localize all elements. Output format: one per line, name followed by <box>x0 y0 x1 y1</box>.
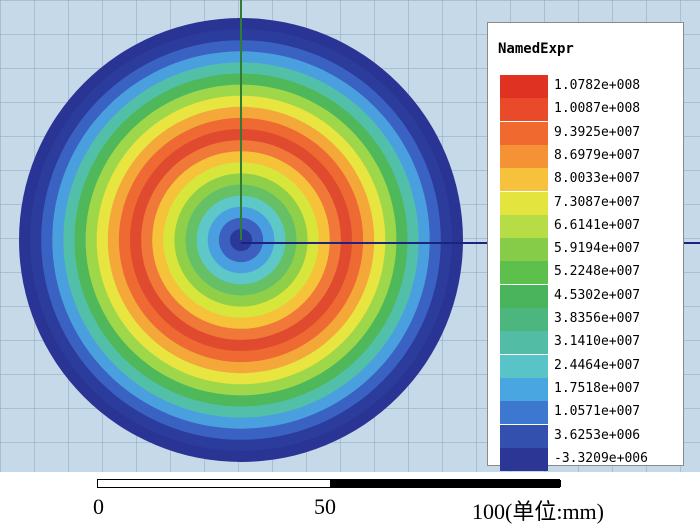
legend-swatch <box>500 354 548 378</box>
legend-title: NamedExpr <box>498 41 574 57</box>
legend-swatch <box>500 191 548 215</box>
legend-label: 1.7518e+007 <box>554 380 641 396</box>
scale-label-100: 100(单位:mm) <box>472 499 604 524</box>
legend-swatch <box>500 331 548 355</box>
legend-label: 3.1410e+007 <box>554 334 641 350</box>
legend-swatch <box>500 238 548 262</box>
legend-label: 1.0087e+008 <box>554 101 641 117</box>
legend-label: 4.5302e+007 <box>554 287 641 303</box>
legend-label: 9.3925e+007 <box>554 124 641 140</box>
legend-label: 1.0782e+008 <box>554 78 641 93</box>
legend-swatch <box>500 75 548 98</box>
legend-swatch <box>500 168 548 192</box>
legend-swatch <box>500 144 548 168</box>
legend-label: 8.0033e+007 <box>554 171 641 187</box>
legend-swatch <box>500 214 548 238</box>
legend-label: 2.4464e+007 <box>554 357 641 373</box>
legend-swatch <box>500 377 548 401</box>
legend-swatch <box>500 98 548 122</box>
scale-bar-area: 0 50 100(单位:mm) <box>0 472 700 524</box>
legend-label: -3.3209e+006 <box>554 450 648 466</box>
field-viewport[interactable]: NamedExpr 1.0782e+008 1.0087e+008 9.3925e+… <box>0 0 700 472</box>
legend-swatch <box>500 284 548 308</box>
legend-swatch <box>500 121 548 145</box>
legend-label: 6.6141e+007 <box>554 217 641 233</box>
legend-swatch <box>500 401 548 425</box>
legend-swatch <box>500 424 548 448</box>
scale-bar <box>97 479 561 488</box>
scale-bar-fill <box>330 480 561 487</box>
legend-swatch <box>500 308 548 331</box>
legend-label: 1.0571e+007 <box>554 404 641 420</box>
legend-label: 8.6979e+007 <box>554 147 641 163</box>
legend-label: 3.8356e+007 <box>554 311 641 326</box>
legend-label: 5.9194e+007 <box>554 241 641 257</box>
field-plot-svg <box>19 0 700 462</box>
legend-label: 5.2248e+007 <box>554 264 641 280</box>
color-legend: NamedExpr 1.0782e+008 1.0087e+008 9.3925e+… <box>487 22 684 471</box>
scale-label-50: 50 <box>314 494 336 519</box>
legend-label: 7.3087e+007 <box>554 194 641 210</box>
legend-swatch <box>500 447 548 471</box>
legend-swatch <box>500 261 548 285</box>
scale-label-0: 0 <box>93 494 104 519</box>
legend-label: 3.6253e+006 <box>554 427 641 443</box>
